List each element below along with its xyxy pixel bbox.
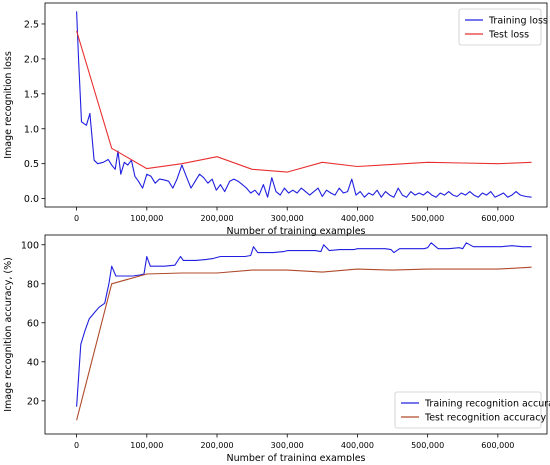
series-line-training-loss <box>76 11 532 198</box>
series-line-test-recognition-accuracy <box>76 266 532 421</box>
legend-label: Test recognition accuracy <box>424 412 546 423</box>
y-tick-label: 60 <box>27 318 39 329</box>
x-tick-label: 600,000 <box>481 214 514 223</box>
x-tick-label: 600,000 <box>481 441 514 450</box>
legend-box <box>394 391 542 429</box>
legend: Training recognition accuracy Test recogn… <box>394 391 550 429</box>
y-tick-label: 2.5 <box>24 19 39 30</box>
y-tick-label: 1.5 <box>24 89 39 100</box>
series-line-test-loss <box>76 30 532 173</box>
y-tick-label: 20 <box>27 396 39 407</box>
x-tick-label: 400,000 <box>341 441 374 450</box>
chart-1: 0 100,000 200,000 300,000 400,000 500,000 600,… <box>3 2 548 237</box>
legend: Training loss Test loss <box>458 8 548 46</box>
x-tick-label: 500,000 <box>411 214 444 223</box>
x-tick-label: 0 <box>74 214 79 223</box>
x-tick-label: 200,000 <box>200 441 233 450</box>
legend-box <box>458 8 542 46</box>
y-axis-label: Image recognition accuracy, (%) <box>3 257 14 412</box>
x-tick-label: 400,000 <box>341 214 374 223</box>
plot-frame <box>44 234 548 435</box>
x-axis-label: Number of training examples <box>226 226 365 237</box>
legend-label: Training recognition accuracy <box>424 398 550 409</box>
y-tick-label: 2.0 <box>24 54 39 65</box>
y-tick-label: 0.0 <box>24 194 39 205</box>
y-axis-label: Image recognition loss <box>3 51 14 159</box>
y-tick-label: 80 <box>27 279 39 290</box>
chart-2: 0 100,000 200,000 300,000 400,000 500,000 600,… <box>3 234 550 464</box>
legend-label: Test loss <box>488 29 529 40</box>
x-axis-label: Number of training examples <box>226 453 365 461</box>
y-tick-label: 1.0 <box>24 124 39 135</box>
y-tick-label: 40 <box>27 357 39 368</box>
y-tick-label: 100 <box>21 240 39 251</box>
x-tick-label: 300,000 <box>271 214 304 223</box>
x-tick-label: 100,000 <box>130 441 163 450</box>
x-tick-label: 100,000 <box>130 214 163 223</box>
x-tick-label: 200,000 <box>200 214 233 223</box>
y-tick-label: 0.5 <box>24 159 39 170</box>
series-line-training-recognition-accuracy <box>76 242 532 407</box>
plot-frame <box>44 2 548 208</box>
x-tick-label: 0 <box>74 441 79 450</box>
x-tick-label: 500,000 <box>411 441 444 450</box>
legend-label: Training loss <box>488 15 548 26</box>
x-tick-label: 300,000 <box>271 441 304 450</box>
